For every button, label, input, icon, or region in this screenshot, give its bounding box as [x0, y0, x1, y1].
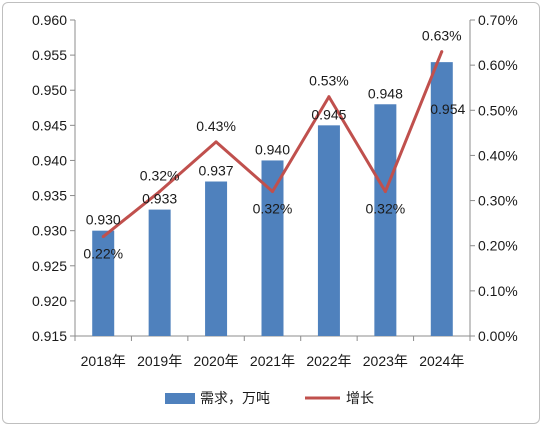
y-left-tick-label: 0.925	[32, 258, 67, 274]
x-tick-label: 2024年	[419, 353, 464, 369]
y-right-tick-label: 0.50%	[478, 102, 518, 118]
growth-value-label: 0.32%	[140, 168, 180, 184]
growth-value-label: 0.43%	[196, 118, 236, 134]
legend-bar-swatch	[165, 393, 195, 404]
growth-point	[383, 190, 387, 194]
bar-value-label: 0.933	[142, 191, 177, 207]
x-tick-label: 2022年	[306, 353, 351, 369]
legend-line-label: 增长	[346, 390, 374, 406]
y-right-tick-label: 0.20%	[478, 238, 518, 254]
y-left-tick-label: 0.935	[32, 188, 67, 204]
y-right-tick-label: 0.00%	[478, 328, 518, 344]
bar-value-label: 0.937	[199, 163, 234, 179]
x-tick-label: 2021年	[250, 353, 295, 369]
y-left-tick-label: 0.950	[32, 82, 67, 98]
y-left-tick-label: 0.920	[32, 293, 67, 309]
y-left-tick-label: 0.915	[32, 328, 67, 344]
y-left-tick-label: 0.940	[32, 152, 67, 168]
growth-value-label: 0.22%	[83, 246, 123, 262]
growth-value-label: 0.53%	[309, 73, 349, 89]
bar-value-label: 0.940	[255, 141, 290, 157]
legend-bar-label: 需求，万吨	[200, 390, 270, 406]
y-right-tick-label: 0.70%	[478, 12, 518, 28]
bar-value-label: 0.945	[311, 106, 346, 122]
growth-point	[440, 50, 444, 54]
y-right-tick-label: 0.30%	[478, 193, 518, 209]
y-left-tick-label: 0.930	[32, 223, 67, 239]
bar	[205, 181, 228, 336]
bar	[430, 62, 453, 337]
bar	[317, 125, 340, 336]
bar-value-label: 0.948	[368, 85, 403, 101]
growth-value-label: 0.32%	[366, 201, 406, 217]
y-left-tick-label: 0.960	[32, 12, 67, 28]
bar	[92, 230, 115, 336]
y-left-tick-label: 0.955	[32, 47, 67, 63]
growth-value-label: 0.63%	[422, 28, 462, 44]
y-right-tick-label: 0.60%	[478, 57, 518, 73]
bar	[374, 104, 397, 337]
y-right-tick-label: 0.40%	[478, 147, 518, 163]
bar	[261, 160, 284, 336]
bar-value-label: 0.930	[86, 212, 121, 228]
legend: 需求，万吨 增长	[165, 390, 374, 406]
bar-value-label: 0.954	[430, 101, 465, 117]
x-tick-label: 2018年	[81, 353, 126, 369]
growth-point	[158, 190, 162, 194]
growth-point	[327, 95, 331, 99]
growth-point	[214, 140, 218, 144]
x-tick-label: 2023年	[363, 353, 408, 369]
y-left-tick-label: 0.945	[32, 117, 67, 133]
y-right-tick-label: 0.10%	[478, 283, 518, 299]
bar	[148, 209, 171, 336]
growth-value-label: 0.32%	[253, 201, 293, 217]
growth-point	[101, 235, 105, 239]
growth-point	[271, 190, 274, 194]
x-tick-label: 2020年	[193, 353, 238, 369]
x-tick-label: 2019年	[137, 353, 182, 369]
